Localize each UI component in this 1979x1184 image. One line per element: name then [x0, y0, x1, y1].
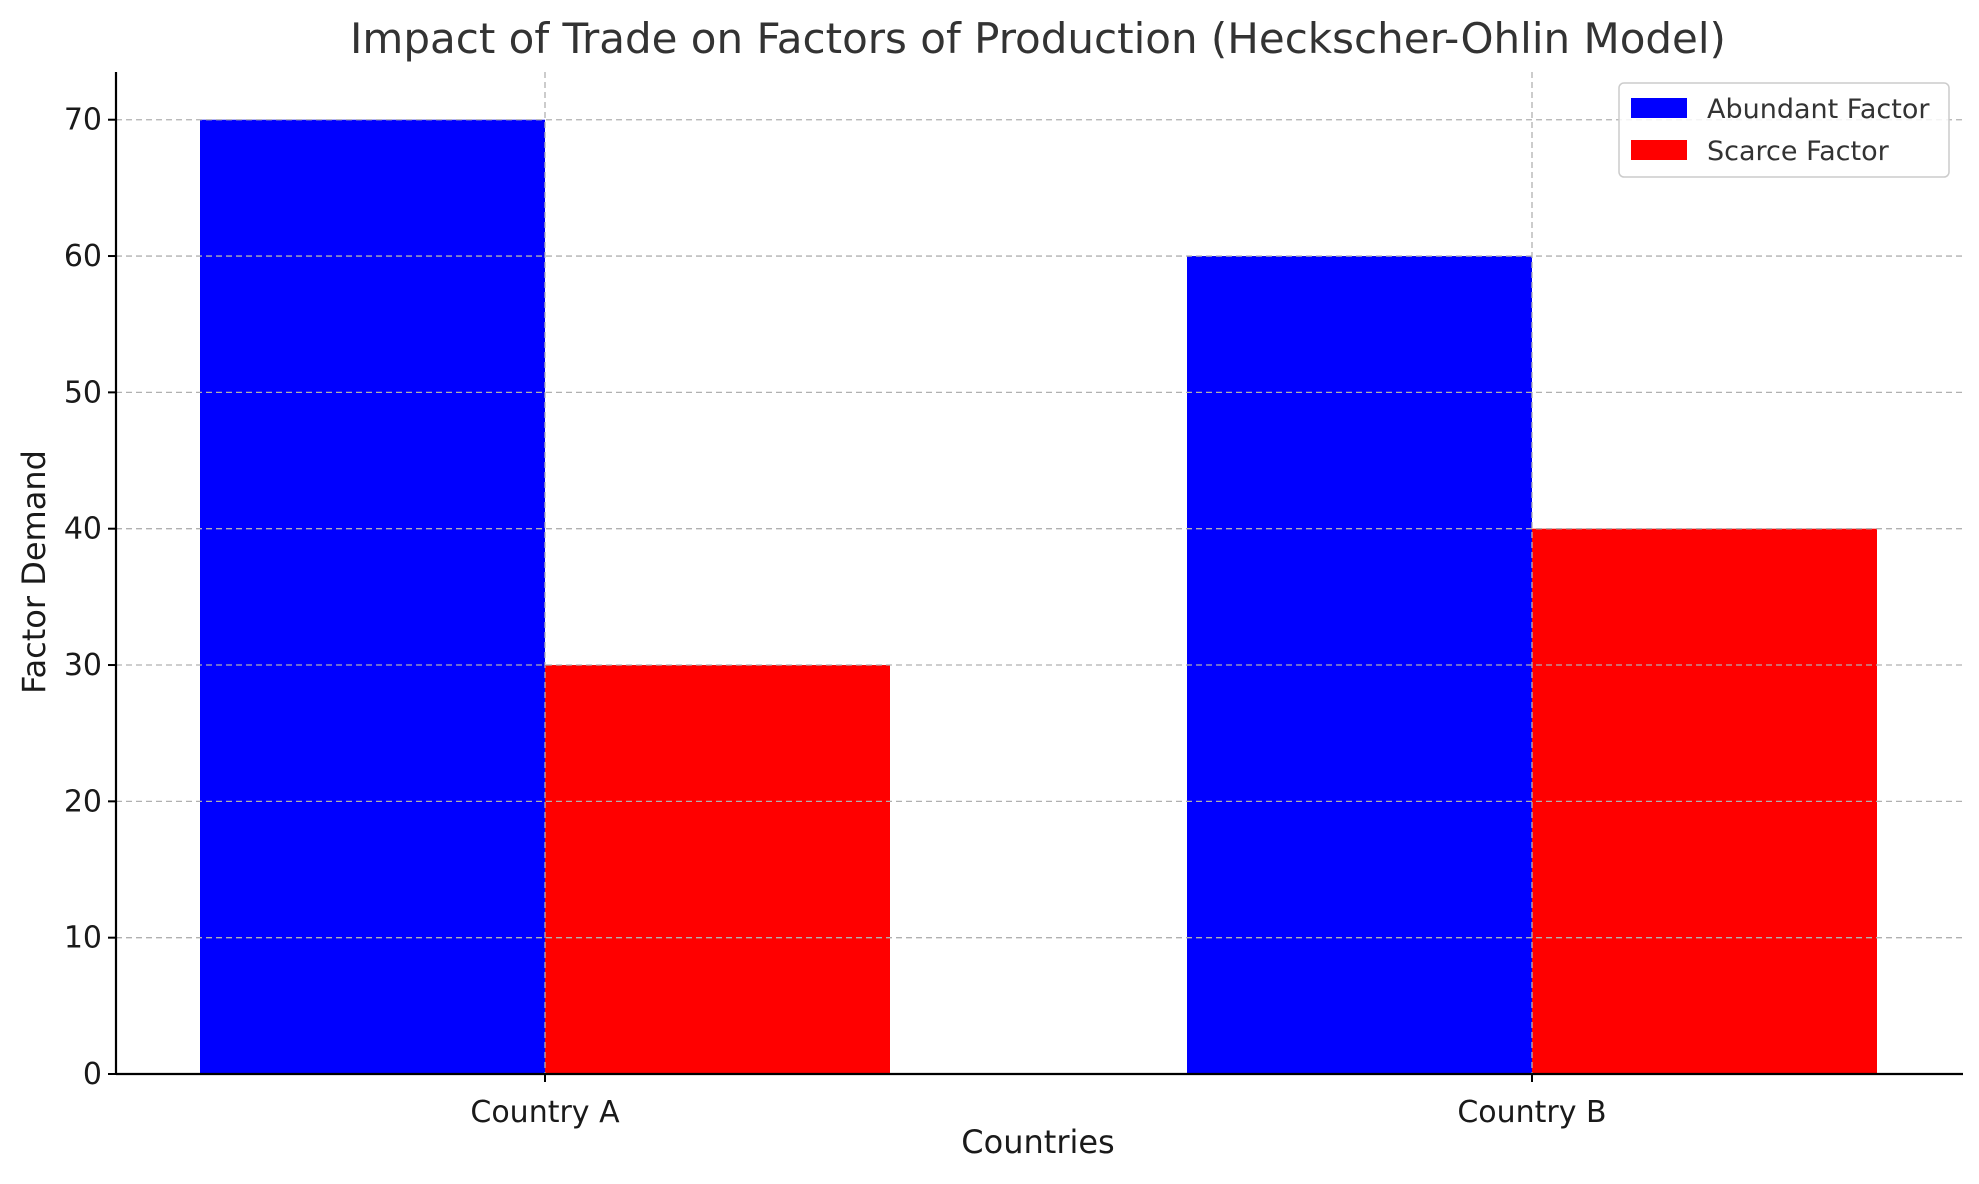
bar-scarce-country-b: [1532, 528, 1877, 1074]
legend-box: [1618, 82, 1950, 178]
legend-label-scarce: Scarce Factor: [1707, 136, 1890, 167]
y-tick-label: 10: [64, 921, 102, 956]
y-tick-label: 70: [64, 103, 102, 138]
bars: [200, 119, 1877, 1075]
bar-abundant-country-a: [200, 119, 545, 1074]
y-tick-label: 0: [83, 1057, 102, 1092]
y-tick-label: 20: [64, 784, 102, 819]
y-tick-label: 60: [64, 239, 102, 274]
axes: [114, 72, 1963, 1076]
legend-swatch-scarce: [1631, 140, 1687, 160]
x-tick-label: Country A: [470, 1095, 620, 1130]
x-axis-label: Countries: [961, 1123, 1114, 1161]
legend-swatch-abundant: [1631, 98, 1687, 118]
legend: Abundant Factor Scarce Factor: [1618, 82, 1950, 178]
x-tick-label: Country B: [1457, 1095, 1606, 1130]
y-axis-label: Factor Demand: [15, 450, 53, 694]
bar-scarce-country-a: [545, 665, 890, 1074]
ticks: 0 10 20 30 40 50 60 70 Country A Country B: [64, 103, 1607, 1130]
y-tick-label: 50: [64, 375, 102, 410]
chart-title: Impact of Trade on Factors of Production…: [350, 14, 1726, 63]
y-tick-label: 40: [64, 512, 102, 547]
grid-lines: [116, 72, 1963, 1074]
y-tick-label: 30: [64, 648, 102, 683]
legend-label-abundant: Abundant Factor: [1707, 94, 1930, 125]
